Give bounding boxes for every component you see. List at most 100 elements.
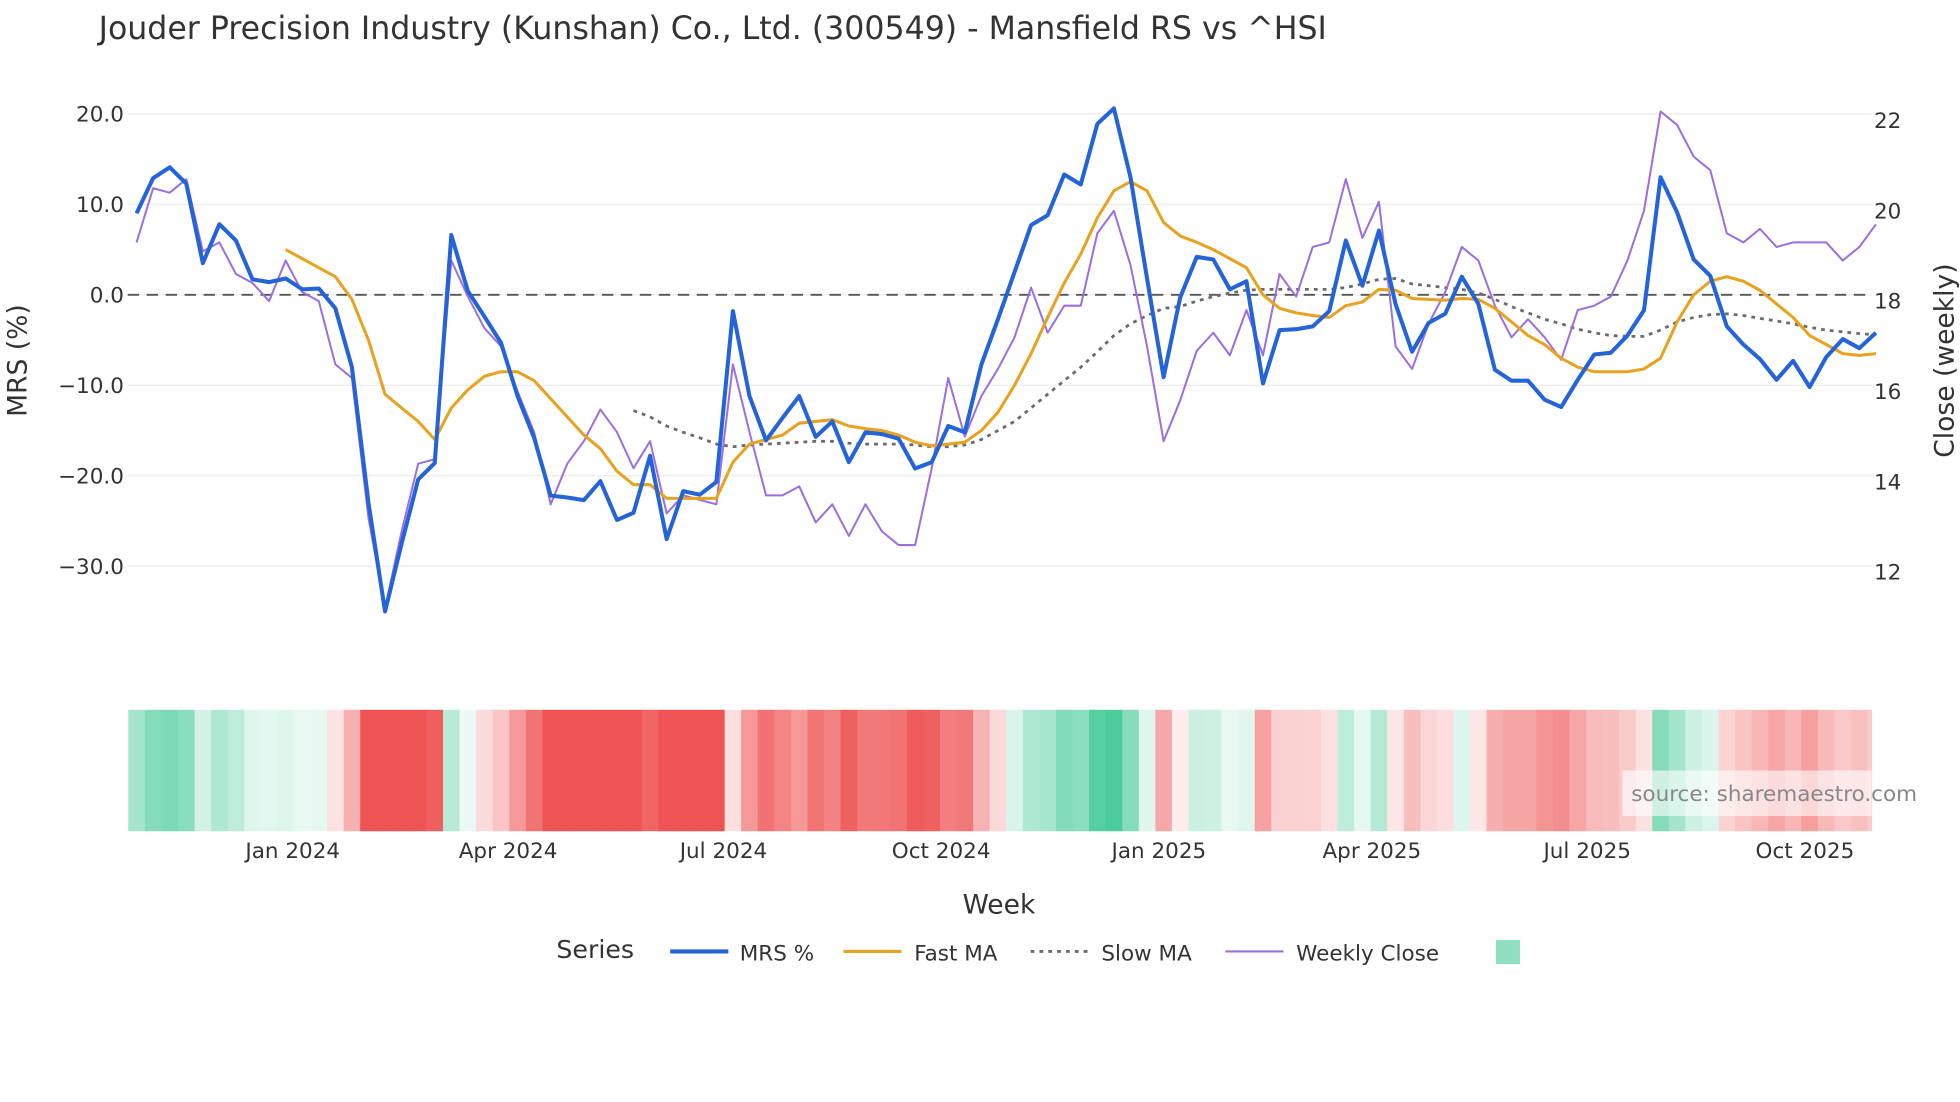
heat-cell [211, 709, 229, 832]
x-tick-label: Oct 2024 [892, 839, 991, 864]
heat-cell [1403, 709, 1421, 832]
y-axis-title: MRS (%) [3, 304, 34, 417]
y2-tick-label: 22 [1874, 109, 1901, 134]
legend-title: Series [556, 935, 634, 964]
heat-cell [1188, 709, 1206, 832]
heat-cell [674, 709, 693, 832]
heat-cell [1254, 709, 1272, 832]
x-axis-title: Week [963, 889, 1036, 920]
y2-axis-ticks: 22 20 18 16 14 12 [1874, 109, 1901, 586]
heat-cell [128, 709, 146, 832]
heat-cell [1221, 709, 1239, 832]
legend-label: Fast MA [914, 941, 998, 966]
heat-cell [376, 709, 394, 832]
series-line-mrs [134, 106, 1878, 614]
series-lines [134, 106, 1878, 614]
series-line-fast-ma [284, 180, 1877, 500]
heat-cell [790, 709, 809, 832]
heat-cell [923, 709, 941, 832]
heat-cell [939, 709, 958, 832]
heat-cell [1569, 709, 1587, 832]
heat-cell [459, 709, 477, 832]
legend-label: MRS % [740, 941, 814, 966]
heat-cell [443, 709, 461, 832]
heat-cell [691, 709, 709, 832]
heat-cell [327, 709, 345, 832]
heat-cell [1503, 709, 1521, 832]
x-tick-label: Oct 2025 [1756, 839, 1855, 864]
heat-cell [658, 709, 676, 832]
heat-cell [409, 709, 428, 832]
heat-cell [525, 709, 544, 832]
x-tick-label: Apr 2024 [459, 839, 558, 864]
chart-title: Jouder Precision Industry (Kunshan) Co.,… [97, 11, 1327, 47]
x-tick-label: Jan 2025 [1110, 839, 1207, 864]
heat-cell [807, 709, 825, 832]
y-tick-label: 20.0 [76, 102, 124, 127]
heat-cell [1105, 709, 1123, 832]
heat-cell [1138, 709, 1156, 832]
heat-cell [244, 709, 262, 832]
heat-cell [973, 709, 991, 832]
y2-tick-label: 12 [1874, 561, 1901, 586]
legend: Series MRS % Fast MA Slow MA Weekly Close [556, 935, 1520, 966]
heat-cell [426, 709, 444, 832]
y2-tick-label: 20 [1874, 199, 1901, 224]
heat-cell [1354, 709, 1372, 832]
heat-cell [724, 709, 742, 832]
source-note: source: sharemaestro.com [1631, 782, 1917, 807]
heat-cell [1205, 709, 1223, 832]
heat-cell [1320, 709, 1339, 832]
heat-cell [476, 709, 494, 832]
y2-tick-label: 14 [1874, 470, 1901, 495]
heat-cell [608, 709, 626, 832]
heat-cell [1337, 709, 1355, 832]
heat-cell [840, 709, 858, 832]
heat-cell [277, 709, 295, 832]
heat-cell [873, 709, 891, 832]
y-axis-ticks: 20.0 10.0 0.0 −10.0 −20.0 −30.0 [58, 102, 124, 579]
legend-item-slow-ma[interactable]: Slow MA [1030, 941, 1193, 966]
heat-strip [128, 709, 1873, 832]
heat-cell [890, 709, 908, 832]
heat-cell [360, 709, 378, 832]
heat-cell [1089, 709, 1107, 832]
heat-cell [1536, 709, 1554, 832]
legend-item-weekly-close[interactable]: Weekly Close [1225, 941, 1439, 966]
heat-cell [558, 709, 577, 832]
legend-item-mrs[interactable]: MRS % [670, 941, 814, 966]
heat-cell [956, 709, 974, 832]
heat-cell [1519, 709, 1537, 832]
heat-cell [592, 709, 610, 832]
heat-cell [1238, 709, 1256, 832]
heat-cell [1304, 709, 1322, 832]
y2-tick-label: 16 [1874, 380, 1901, 405]
heat-cell [144, 709, 163, 832]
heat-cell [1155, 709, 1173, 832]
heat-cell [509, 709, 527, 832]
heat-cell [1122, 709, 1140, 832]
heat-cell [774, 709, 792, 832]
heat-cell [906, 709, 925, 832]
y-tick-label: −30.0 [58, 555, 124, 580]
legend-label: Weekly Close [1296, 941, 1439, 966]
y-tick-label: −20.0 [58, 464, 124, 489]
heat-cell [1006, 709, 1024, 832]
heat-cell [857, 709, 875, 832]
y-tick-label: 10.0 [76, 193, 124, 218]
heat-cell [227, 709, 245, 832]
x-tick-label: Jan 2024 [243, 839, 340, 864]
legend-item-heat-strip[interactable] [1495, 940, 1520, 965]
heat-cell [1072, 709, 1090, 832]
heat-cell [293, 709, 312, 832]
heat-cell [1055, 709, 1074, 832]
legend-item-fast-ma[interactable]: Fast MA [843, 941, 998, 966]
y-tick-label: 0.0 [90, 283, 124, 308]
legend-label: Slow MA [1101, 941, 1192, 966]
heat-cell [575, 709, 593, 832]
heat-cell [1039, 709, 1057, 832]
heat-cell [1586, 709, 1604, 832]
x-tick-label: Jul 2025 [1541, 839, 1630, 864]
heat-cell [989, 709, 1007, 832]
